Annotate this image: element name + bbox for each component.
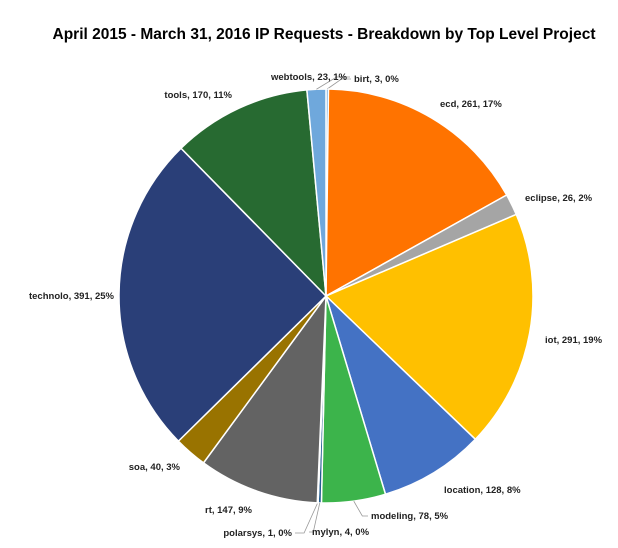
leader-line-webtools (316, 76, 350, 90)
leader-line-birt (327, 78, 351, 90)
data-label-webtools: webtools, 23, 1% (270, 72, 348, 83)
pie-slice-webtools (306, 88, 327, 297)
data-label-eclipse: eclipse, 26, 2% (525, 193, 593, 204)
pie-slice-location (324, 293, 477, 496)
data-label-modeling: modeling, 78, 5% (371, 511, 449, 522)
data-label-iot: iot, 291, 19% (545, 335, 603, 346)
data-label-tools: tools, 170, 11% (164, 90, 232, 101)
data-label-location: location, 128, 8% (444, 485, 521, 496)
data-label-ecd: ecd, 261, 17% (440, 99, 502, 110)
pie-slice-rt (202, 293, 327, 504)
pie-slice-iot (324, 213, 534, 441)
data-label-polarsys: polarsys, 1, 0% (223, 528, 292, 539)
pie-slice-tools (179, 89, 327, 299)
chart-title: April 2015 - March 31, 2016 IP Requests … (52, 26, 596, 43)
pie-slice-ecd (325, 88, 508, 298)
data-label-birt: birt, 3, 0% (354, 74, 399, 85)
leader-line-mylyn (309, 502, 321, 533)
data-label-technolo: technolo, 391, 25% (29, 291, 115, 302)
leader-line-modeling (353, 500, 368, 517)
data-label-soa: soa, 40, 3% (129, 462, 181, 473)
leader-line-polarsys (295, 502, 319, 534)
pie-slice-technolo (118, 147, 328, 443)
data-label-rt: rt, 147, 9% (205, 505, 253, 516)
data-label-mylyn: mylyn, 4, 0% (312, 527, 370, 538)
